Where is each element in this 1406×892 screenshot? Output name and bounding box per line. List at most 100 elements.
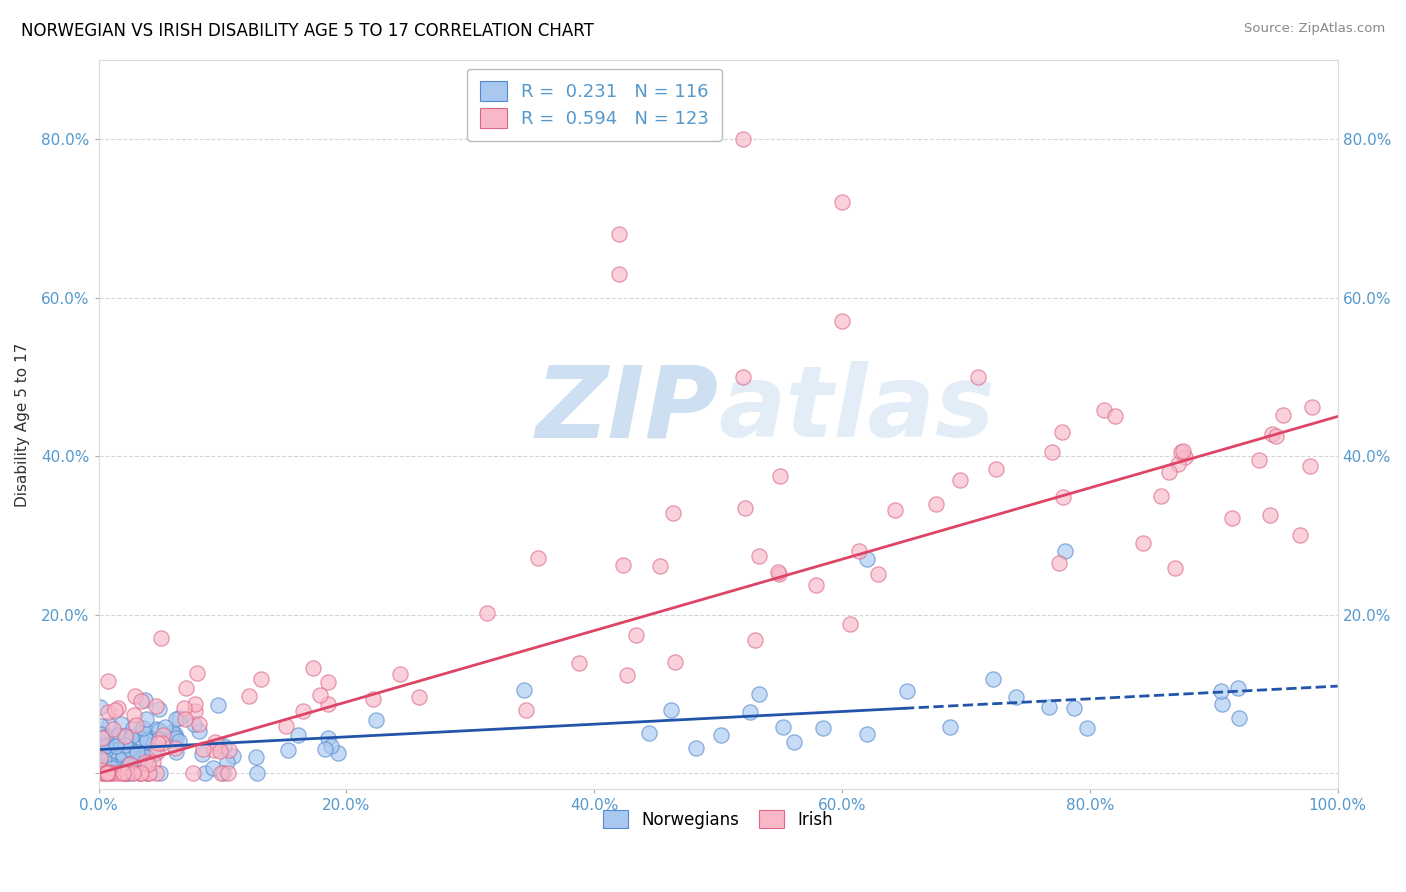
Point (91, 731, 114, 746)
Point (94, 765, 117, 780)
Point (274, 718, 297, 732)
Point (238, 689, 260, 703)
Point (194, 765, 217, 780)
Point (97, 764, 120, 779)
Point (97, 765, 120, 780)
Point (477, 606, 499, 620)
Point (91, 747, 114, 762)
Point (120, 756, 142, 771)
Point (208, 738, 231, 752)
Point (165, 712, 187, 726)
Point (664, 655, 686, 669)
Point (218, 743, 240, 757)
Point (89, 727, 111, 741)
Point (188, 723, 211, 738)
Point (96, 765, 118, 780)
Point (110, 740, 132, 755)
Point (731, 132, 754, 146)
Point (1247, 453, 1270, 467)
Point (188, 717, 211, 731)
Point (114, 729, 136, 743)
Point (1264, 429, 1286, 443)
Point (181, 765, 204, 780)
Point (986, 462, 1008, 476)
Point (1170, 445, 1192, 459)
Point (160, 725, 183, 739)
Point (134, 755, 156, 769)
Point (748, 687, 770, 701)
Point (1299, 459, 1322, 474)
Point (768, 468, 790, 483)
Point (163, 729, 186, 743)
Point (1271, 408, 1294, 422)
Point (1171, 443, 1194, 458)
Point (173, 701, 195, 715)
Point (1104, 409, 1126, 424)
Point (1054, 544, 1077, 558)
Point (1167, 457, 1189, 471)
Point (363, 692, 385, 706)
Point (90, 719, 112, 733)
Point (277, 743, 299, 757)
Point (291, 704, 314, 718)
Point (90, 726, 112, 740)
Point (107, 728, 129, 742)
Point (167, 711, 190, 725)
Point (89, 700, 111, 714)
Point (316, 697, 339, 711)
Point (527, 550, 550, 565)
Point (98, 763, 121, 777)
Point (607, 227, 630, 241)
Point (314, 742, 336, 756)
Point (738, 705, 761, 719)
Point (1211, 697, 1233, 711)
Point (734, 501, 756, 516)
Point (89, 751, 111, 765)
Point (366, 713, 388, 727)
Point (131, 721, 153, 735)
Point (125, 757, 148, 772)
Point (209, 765, 232, 780)
Point (143, 747, 166, 762)
Point (148, 723, 170, 738)
Point (90, 765, 112, 780)
Point (112, 765, 135, 780)
Point (302, 661, 325, 675)
Point (124, 689, 146, 703)
Point (145, 765, 167, 780)
Point (744, 633, 766, 648)
Point (772, 720, 794, 734)
Point (111, 747, 134, 762)
Point (148, 736, 170, 750)
Point (202, 742, 225, 756)
Point (1174, 450, 1197, 464)
Point (783, 735, 806, 749)
Point (97, 705, 120, 719)
Point (650, 558, 672, 573)
Point (165, 741, 187, 756)
Point (245, 750, 267, 764)
Point (1258, 508, 1281, 522)
Point (896, 683, 918, 698)
Point (152, 728, 174, 742)
Point (107, 751, 129, 765)
Point (135, 749, 157, 764)
Point (868, 566, 890, 581)
Point (93, 753, 115, 767)
Point (129, 765, 152, 780)
Point (1038, 700, 1060, 714)
Point (120, 742, 142, 756)
Point (731, 369, 754, 384)
Point (153, 720, 176, 734)
Point (838, 617, 860, 632)
Point (117, 758, 139, 772)
Point (811, 721, 834, 735)
Point (94, 730, 117, 744)
Point (183, 716, 205, 731)
Point (616, 668, 638, 682)
Point (110, 750, 132, 764)
Point (967, 369, 990, 384)
Point (96, 765, 118, 780)
Point (214, 739, 236, 754)
Point (149, 765, 172, 780)
